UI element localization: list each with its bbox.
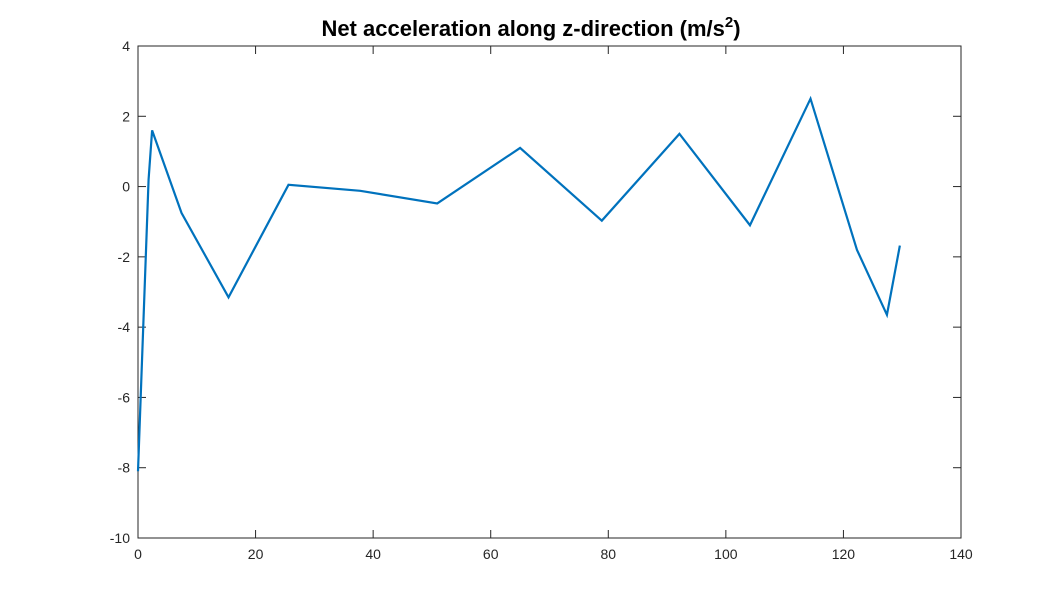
x-tick-label: 20 bbox=[248, 546, 264, 562]
y-tick-label: 4 bbox=[122, 38, 130, 54]
chart-title: Net acceleration along z-direction (m/s2… bbox=[321, 14, 740, 41]
x-tick-label: 140 bbox=[949, 546, 973, 562]
y-tick-label: -4 bbox=[118, 319, 131, 335]
x-tick-label: 60 bbox=[483, 546, 499, 562]
y-tick-label: -8 bbox=[118, 460, 131, 476]
plot-area: 0 20 40 60 80 100 120 140 -10 -8 -6 -4 -2 0 2 4 bbox=[110, 38, 973, 562]
x-tick-label: 40 bbox=[365, 546, 381, 562]
y-tick-label: 2 bbox=[122, 108, 130, 124]
series-line bbox=[136, 95, 901, 472]
y-tick-label: -10 bbox=[110, 530, 130, 546]
x-tick-label: 100 bbox=[714, 546, 738, 562]
chart-title-main: Net acceleration along z-direction (m/s bbox=[321, 16, 724, 41]
x-tick-label: 80 bbox=[600, 546, 616, 562]
x-tick-label: 0 bbox=[134, 546, 142, 562]
axes-box bbox=[137, 45, 962, 539]
x-tick-label: 120 bbox=[832, 546, 856, 562]
chart-title-superscript: 2 bbox=[725, 14, 733, 31]
y-tick-label: -2 bbox=[118, 249, 131, 265]
chart-title-suffix: ) bbox=[733, 16, 740, 41]
y-tick-label: 0 bbox=[122, 179, 130, 195]
y-tick-label: -6 bbox=[118, 389, 131, 405]
